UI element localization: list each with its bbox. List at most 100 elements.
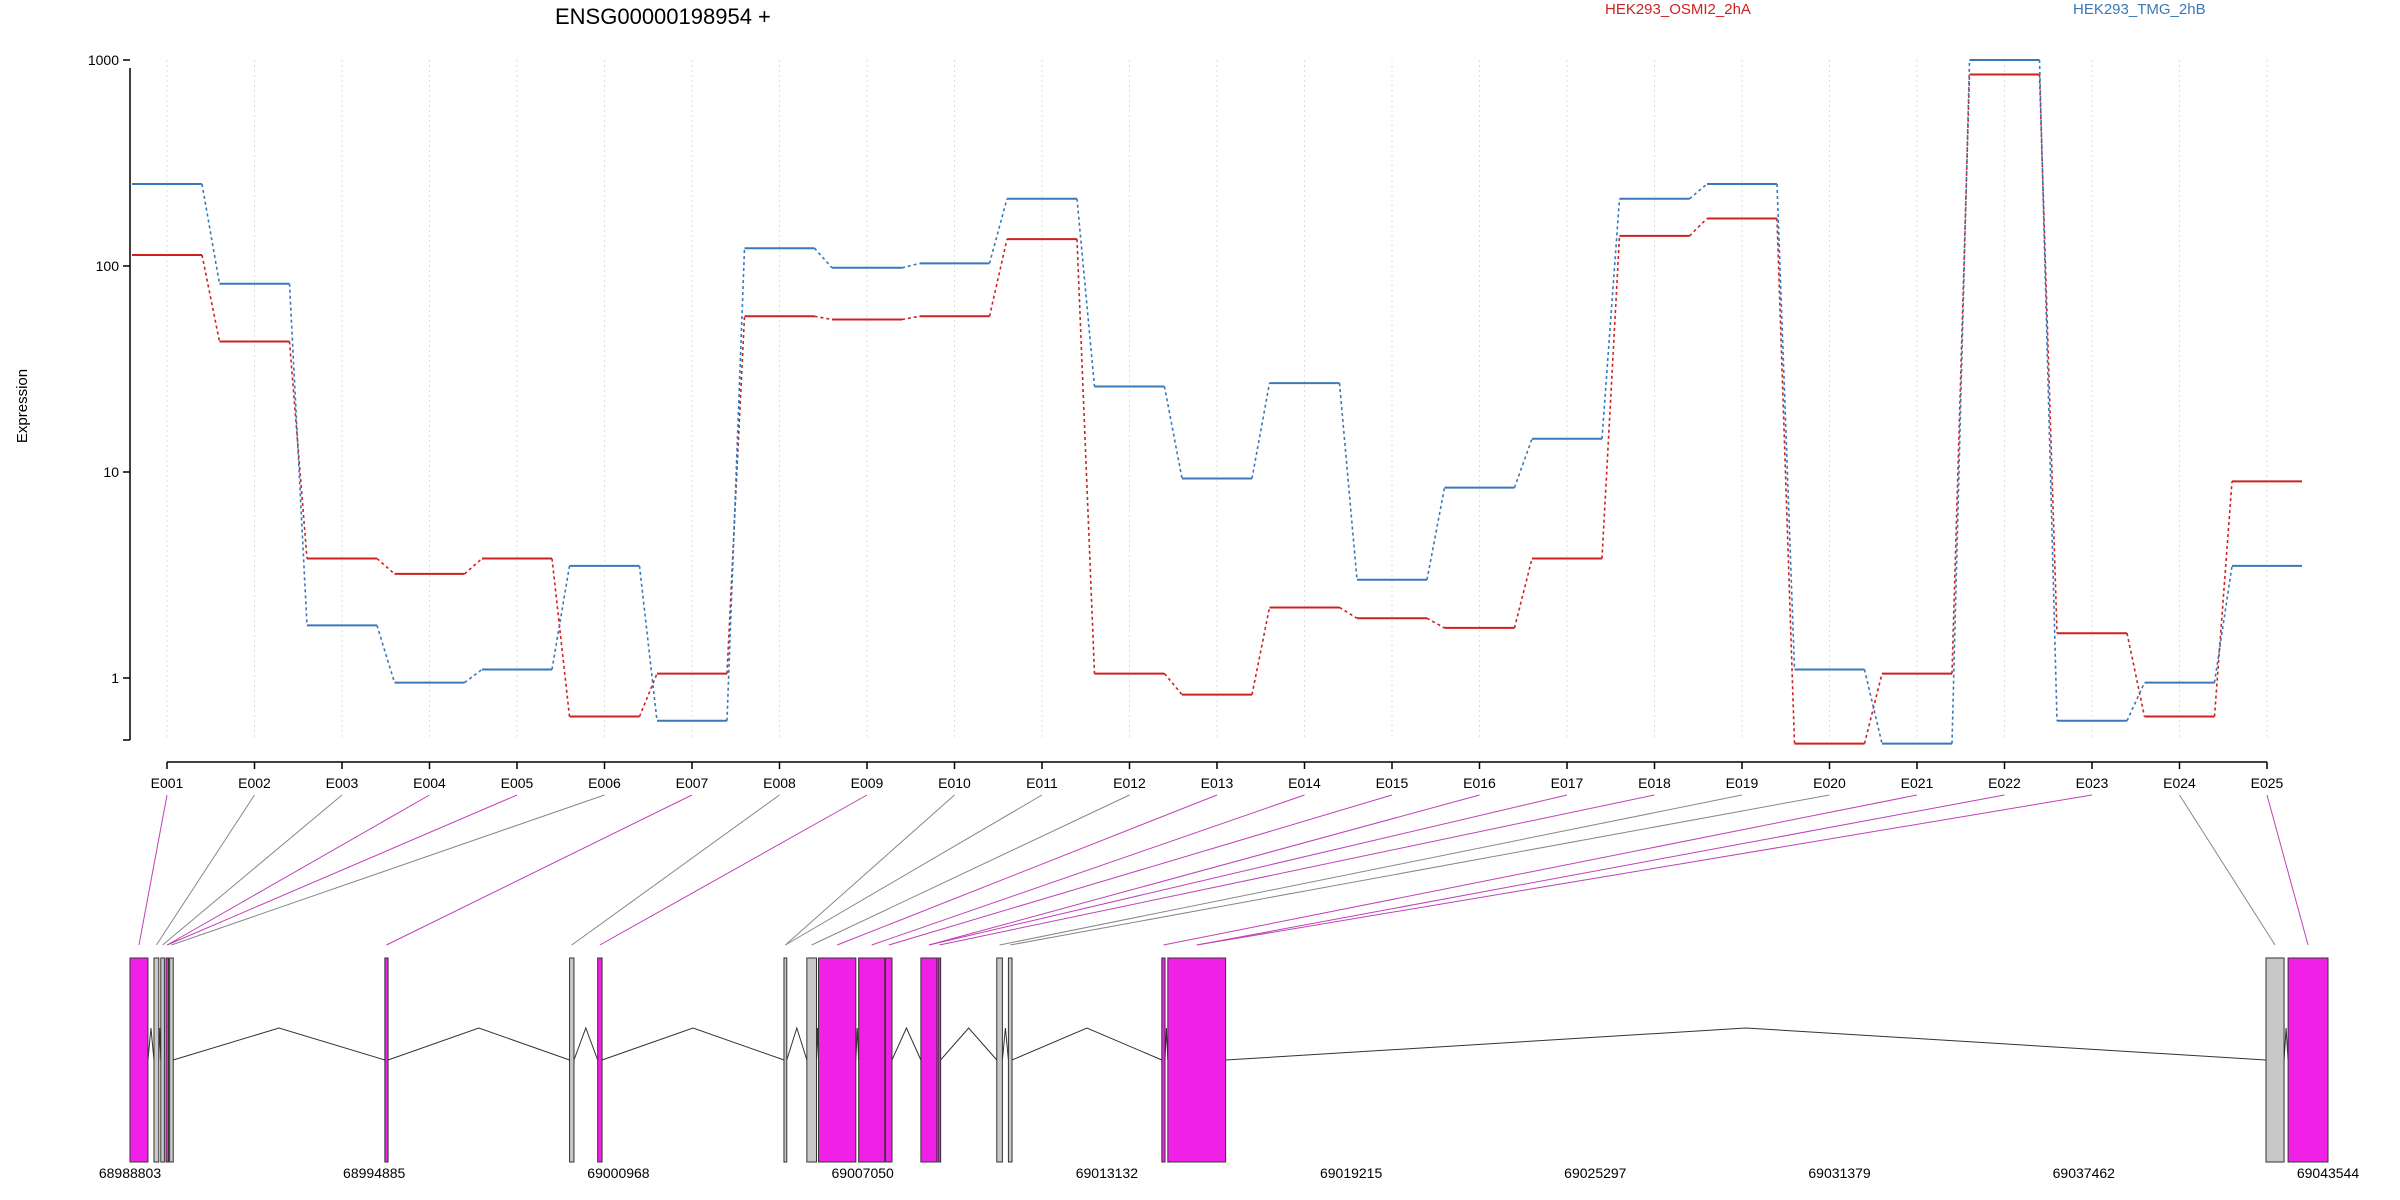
join-HEK293_TMG_2hB-E022	[2038, 59, 2058, 721]
join-HEK293_TMG_2hB-E004	[464, 668, 483, 684]
y-tick-label-100: 100	[96, 258, 120, 274]
coord-label-68994885: 68994885	[343, 1165, 406, 1181]
x-tick-label-E012: E012	[1113, 775, 1146, 791]
x-tick-label-E001: E001	[151, 775, 184, 791]
genomic-coordinate-axis: 68988803 68994885 69000968 69007050 69013132…	[99, 1165, 2360, 1181]
series-lines	[132, 59, 2302, 745]
connector-E022	[1196, 794, 2005, 946]
x-tick-label-E019: E019	[1726, 775, 1759, 791]
join-HEK293_TMG_2hB-E013	[1251, 382, 1271, 479]
join-HEK293_OSMI2_2hA-E021	[1951, 74, 1971, 674]
exon-E002	[153, 957, 160, 1163]
join-HEK293_OSMI2_2hA-E001	[201, 254, 221, 342]
join-HEK293_OSMI2_2hA-E013	[1251, 607, 1271, 695]
connector-E020	[1010, 794, 1830, 946]
intron-E008	[601, 1027, 785, 1061]
exon-E020	[2265, 957, 2285, 1163]
connector-E002	[155, 794, 255, 946]
x-tick-label-E007: E007	[676, 775, 709, 791]
x-tick-label-E004: E004	[413, 775, 446, 791]
join-HEK293_OSMI2_2hA-E015	[1426, 617, 1445, 629]
exon-E008	[597, 957, 603, 1163]
coord-label-69000968: 69000968	[587, 1165, 650, 1181]
join-HEK293_OSMI2_2hA-E024	[2213, 481, 2233, 717]
exon-E014	[920, 957, 938, 1163]
intron-E013	[891, 1026, 922, 1061]
intron-E005	[173, 1027, 385, 1061]
join-HEK293_OSMI2_2hA-E007	[726, 316, 746, 674]
exon-E019	[1167, 957, 1227, 1163]
join-HEK293_TMG_2hB-E020	[1863, 669, 1883, 744]
connector-E003	[162, 794, 343, 946]
legend-entry-osmi2: HEK293_OSMI2_2hA	[1605, 1, 1751, 18]
connector-E016	[928, 794, 1480, 946]
join-HEK293_TMG_2hB-E023	[2126, 682, 2146, 722]
exon-E007	[569, 957, 575, 1163]
connector-E014	[871, 794, 1305, 946]
join-HEK293_TMG_2hB-E024	[2213, 565, 2233, 683]
join-HEK293_TMG_2hB-E008	[813, 247, 833, 269]
x-tick-label-E016: E016	[1463, 775, 1496, 791]
join-HEK293_TMG_2hB-E014	[1338, 383, 1358, 580]
join-HEK293_OSMI2_2hA-E014	[1339, 606, 1358, 619]
y-tick-label-10: 10	[103, 464, 119, 480]
intron-E020	[2283, 1027, 2289, 1061]
intron-E001	[147, 1027, 155, 1061]
intron-E015	[940, 1027, 998, 1061]
intron-E006	[387, 1027, 570, 1061]
connector-E008	[571, 794, 780, 946]
connector-E019	[999, 794, 1743, 946]
x-tick-label-E018: E018	[1638, 775, 1671, 791]
connector-E006	[171, 794, 605, 946]
exon-connectors	[138, 794, 2309, 946]
intron-E017	[1011, 1027, 1163, 1061]
join-HEK293_TMG_2hB-E009	[901, 262, 920, 269]
join-HEK293_OSMI2_2hA-E018	[1688, 217, 1708, 237]
join-HEK293_TMG_2hB-E007	[726, 248, 746, 721]
join-HEK293_OSMI2_2hA-E009	[901, 315, 920, 321]
x-tick-label-E013: E013	[1201, 775, 1234, 791]
x-tick-label-E017: E017	[1551, 775, 1584, 791]
connector-E024	[2179, 794, 2276, 946]
connector-E007	[386, 794, 693, 946]
connector-E012	[811, 794, 1130, 946]
coord-label-69037462: 69037462	[2053, 1165, 2116, 1181]
join-HEK293_OSMI2_2hA-E004	[463, 557, 483, 575]
join-HEK293_TMG_2hB-E019	[1776, 183, 1796, 670]
join-HEK293_TMG_2hB-E017	[1601, 198, 1621, 439]
x-tick-label-E021: E021	[1901, 775, 1934, 791]
join-HEK293_TMG_2hB-E016	[1513, 438, 1533, 488]
join-HEK293_OSMI2_2hA-E002	[288, 341, 308, 559]
join-HEK293_TMG_2hB-E010	[988, 198, 1008, 264]
coord-label-69031379: 69031379	[1808, 1165, 1871, 1181]
x-tick-label-E023: E023	[2076, 775, 2109, 791]
connector-E018	[939, 794, 1655, 946]
exon-E005	[169, 957, 174, 1163]
x-tick-label-E024: E024	[2163, 775, 2196, 791]
join-HEK293_OSMI2_2hA-E020	[1863, 673, 1883, 744]
y-axis-label: Expression	[14, 369, 31, 443]
join-HEK293_OSMI2_2hA-E016	[1513, 558, 1533, 629]
x-tick-label-E011: E011	[1026, 775, 1058, 791]
exon-E001	[129, 957, 149, 1163]
gene-model	[129, 957, 2329, 1163]
connector-E023	[1196, 794, 2093, 946]
join-HEK293_TMG_2hB-E012	[1163, 386, 1183, 479]
y-axis: 1 10 100 1000	[88, 52, 131, 741]
y-tick-label-1000: 1000	[88, 52, 119, 68]
connector-E011	[785, 794, 1043, 946]
exon-E017	[1007, 957, 1013, 1163]
exon-E013	[885, 957, 893, 1163]
join-HEK293_OSMI2_2hA-E010	[988, 238, 1008, 317]
coord-label-69043544: 69043544	[2297, 1165, 2360, 1181]
coord-label-69007050: 69007050	[832, 1165, 895, 1181]
series-HEK293_TMG_2hB	[132, 59, 2302, 745]
exon-E009	[783, 957, 788, 1163]
join-HEK293_TMG_2hB-E003	[376, 625, 396, 683]
join-HEK293_OSMI2_2hA-E011	[1076, 239, 1096, 674]
chart-title: ENSG00000198954 +	[555, 4, 771, 29]
connector-E021	[1163, 794, 1918, 946]
join-HEK293_OSMI2_2hA-E012	[1163, 673, 1183, 696]
x-tick-label-E003: E003	[326, 775, 359, 791]
